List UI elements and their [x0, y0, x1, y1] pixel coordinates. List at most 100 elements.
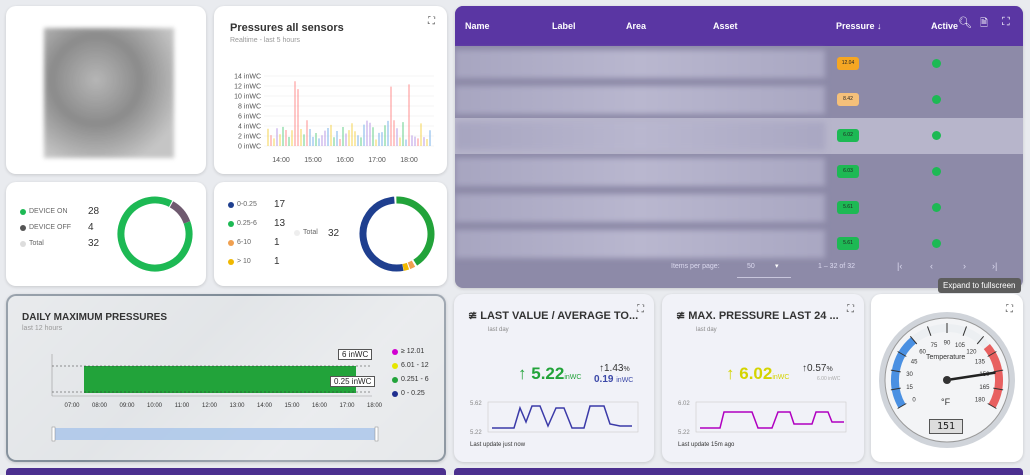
- pressure-ranges-card: 0-0.25 17 0.25-6 13 6-10 1 > 10 1 Total 32: [214, 182, 447, 286]
- y-tick-label: 12 inWC: [234, 84, 261, 91]
- export-icon[interactable]: 🗎︎: [980, 18, 989, 29]
- y-top-label: 6.02: [678, 401, 690, 407]
- max-pressure-card: ≇ MAX. PRESSURE LAST 24 ... ⛶ last day ↑…: [662, 294, 864, 462]
- gauge-tick-label: 75: [931, 343, 938, 349]
- sparkline-frame: [695, 401, 847, 433]
- table-header: Name Label Area Asset Pressure ↓ Active …: [455, 6, 1023, 46]
- change-value: ↑0.57%: [802, 363, 833, 374]
- pressure-badge: 6.03: [837, 165, 859, 178]
- table-row[interactable]: 6.02: [455, 118, 1023, 154]
- redacted-cells: [455, 122, 825, 150]
- x-tick-label: 08:00: [92, 403, 108, 409]
- daily-maximum-pressures-card: DAILY MAXIMUM PRESSURES last 12 hours 07…: [6, 294, 446, 462]
- gauge-unit: °F: [941, 397, 951, 407]
- fullscreen-icon[interactable]: ⛶: [1002, 16, 1010, 28]
- legend-dot: [20, 224, 26, 231]
- legend-item: ≥ 12.01: [392, 348, 424, 355]
- y-tick-label: 2 inWC: [238, 134, 261, 141]
- gauge-color-band: [983, 344, 1003, 408]
- x-tick-label: 13:00: [229, 403, 245, 409]
- gauge-hub: [943, 376, 951, 384]
- next-page-icon[interactable]: ›: [963, 261, 966, 271]
- slider-handle-right: [374, 426, 379, 442]
- redacted-cells: [455, 194, 825, 222]
- sparkline-series: [700, 411, 844, 429]
- x-tick-label: 15:00: [284, 403, 300, 409]
- table-row[interactable]: 5.61: [455, 190, 1023, 226]
- period-label: last day: [696, 327, 717, 333]
- col-active[interactable]: Active: [931, 21, 959, 31]
- legend-value: 1: [274, 256, 280, 267]
- legend-dot: [228, 239, 234, 246]
- chevron-down-icon: ▾: [775, 263, 779, 270]
- x-tick-label: 07:00: [64, 403, 80, 409]
- gauge-tick-label: 120: [966, 349, 977, 355]
- legend-value: 32: [88, 238, 100, 249]
- threshold-high-label: 6 inWC: [338, 349, 373, 360]
- col-name[interactable]: Name: [465, 21, 490, 31]
- last-value-card: ≇ LAST VALUE / AVERAGE TO... ⛶ last day …: [454, 294, 654, 462]
- redacted-cells: [455, 86, 825, 114]
- pagination-range: 1 – 32 of 32: [818, 263, 855, 270]
- gauge-tick-label: 30: [906, 372, 913, 378]
- col-label[interactable]: Label: [552, 21, 576, 31]
- last-value: ↑ 5.22inWC: [518, 364, 582, 383]
- last-value-sparkline: [487, 401, 639, 433]
- card-title: DAILY MAXIMUM PRESSURES: [22, 312, 168, 323]
- x-tick-label: 17:00: [339, 403, 355, 409]
- gauge-tick: [976, 336, 985, 345]
- y-tick-label: 6 inWC: [238, 114, 261, 121]
- gauge-tick: [987, 351, 997, 357]
- sparkline-series: [492, 405, 632, 429]
- max-value: ↑ 6.02inWC: [726, 364, 790, 383]
- gauge-label: Temperature: [926, 354, 966, 361]
- gauge-tick: [987, 403, 997, 409]
- gauge-tick: [927, 326, 932, 337]
- fullscreen-icon[interactable]: ⛶: [1006, 304, 1013, 315]
- legend-dot: [20, 240, 26, 247]
- redacted-cells: [455, 230, 825, 258]
- fullscreen-icon[interactable]: ⛶: [847, 304, 854, 315]
- threshold-low-label: 0.25 inWC: [330, 376, 376, 387]
- col-asset[interactable]: Asset: [713, 21, 738, 31]
- tooltip: Expand to fullscreen: [938, 278, 1021, 293]
- last-page-icon[interactable]: ›|: [992, 261, 998, 271]
- col-area[interactable]: Area: [626, 21, 647, 31]
- x-tick-label: 18:00: [367, 403, 383, 409]
- devices-card: DEVICE ON 28 DEVICE OFF 4 Total 32: [6, 182, 206, 286]
- fullscreen-icon[interactable]: ⛶: [637, 304, 644, 315]
- legend-value: 13: [274, 218, 286, 229]
- fullscreen-icon[interactable]: ⛶: [428, 16, 435, 27]
- table-row[interactable]: 6.03: [455, 154, 1023, 190]
- legend-item: 6-10: [228, 239, 251, 246]
- first-page-icon[interactable]: |‹: [897, 261, 903, 271]
- gauge-tick: [897, 351, 907, 357]
- table-row[interactable]: 5.61: [455, 226, 1023, 262]
- active-status-dot: [932, 131, 941, 140]
- col-pressure[interactable]: Pressure ↓: [836, 21, 882, 31]
- legend-value: 17: [274, 199, 286, 210]
- pressure-badge: 5.61: [837, 237, 859, 250]
- items-per-page-select[interactable]: 50 ▾: [737, 256, 791, 278]
- range-slider: [52, 428, 378, 440]
- search-icon[interactable]: 🔍︎: [958, 17, 972, 29]
- table-row[interactable]: 8.42: [455, 82, 1023, 118]
- active-status-dot: [932, 95, 941, 104]
- pressure-badge: 12.04: [837, 57, 859, 70]
- x-tick-label: 18:00: [400, 157, 418, 164]
- gauge-value: 151: [929, 419, 963, 434]
- blurred-logo: [44, 28, 174, 158]
- legend-item: Total: [20, 240, 44, 247]
- legend-item: 6.01 - 12: [392, 362, 429, 369]
- legend-item: DEVICE OFF: [20, 224, 71, 231]
- sparkline-frame: [487, 401, 639, 433]
- table-row[interactable]: 12.04: [455, 46, 1023, 82]
- prev-page-icon[interactable]: ‹: [930, 261, 933, 271]
- card-subtitle: Realtime - last 5 hours: [230, 37, 301, 44]
- gauge-tick: [890, 369, 901, 373]
- y-tick-label: 14 inWC: [234, 74, 261, 81]
- x-tick-label: 09:00: [119, 403, 135, 409]
- gauge-tick-label: 0: [912, 398, 916, 404]
- x-tick-label: 17:00: [368, 157, 386, 164]
- active-status-dot: [932, 239, 941, 248]
